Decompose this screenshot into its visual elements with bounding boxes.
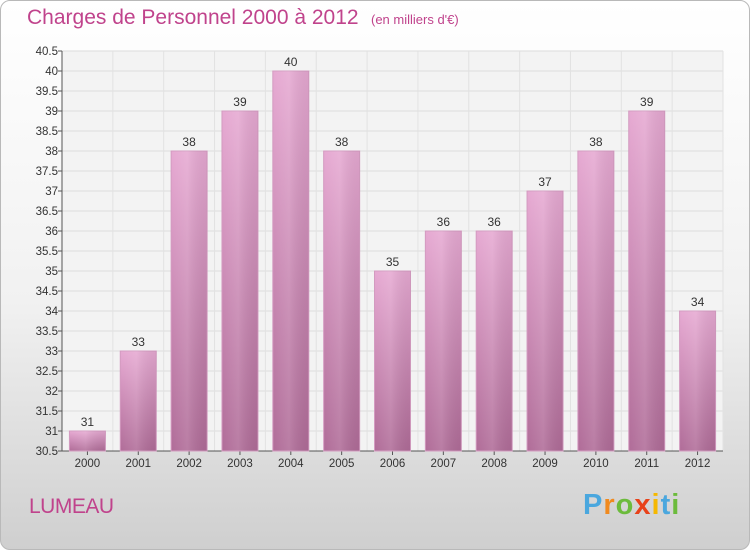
value-label: 34: [691, 295, 705, 309]
proxiti-logo: Proxiti: [583, 489, 680, 522]
value-label: 31: [81, 415, 95, 429]
y-tick-label: 36.5: [36, 206, 58, 218]
value-label: 37: [538, 175, 552, 189]
value-label: 36: [488, 215, 502, 229]
bar-shine: [120, 351, 157, 451]
y-tick-label: 30.5: [36, 446, 58, 458]
logo-letter: P: [583, 489, 604, 521]
logo-letter: t: [660, 489, 672, 521]
x-tick-label: 2008: [481, 458, 507, 470]
y-tick-label: 33: [45, 346, 58, 358]
chart-subtitle: (en milliers d'€): [371, 12, 459, 27]
bar-shine: [272, 71, 309, 451]
value-label: 35: [386, 255, 400, 269]
x-tick-label: 2009: [532, 458, 558, 470]
y-tick-label: 39: [45, 106, 58, 118]
bar-shine: [323, 151, 360, 451]
x-tick-label: 2012: [685, 458, 711, 470]
x-tick-label: 2002: [176, 458, 202, 470]
x-tick-label: 2004: [278, 458, 304, 470]
bar-shine: [171, 151, 208, 451]
y-tick-label: 39.5: [36, 86, 58, 98]
y-tick-label: 40: [45, 66, 58, 78]
value-label: 39: [640, 95, 654, 109]
commune-name: LUMEAU: [29, 495, 114, 518]
bar-shine: [425, 231, 462, 451]
bar-shine: [69, 431, 106, 451]
y-tick-label: 40.5: [36, 46, 58, 58]
logo-letter: i: [651, 489, 661, 521]
value-label: 36: [437, 215, 451, 229]
logo-letter: i: [671, 489, 681, 521]
bar-shine: [374, 271, 411, 451]
bar-shine: [679, 311, 716, 451]
y-tick-label: 37: [45, 186, 58, 198]
y-tick-label: 32: [45, 386, 58, 398]
value-label: 40: [284, 55, 298, 69]
x-tick-label: 2003: [227, 458, 253, 470]
value-label: 38: [182, 135, 196, 149]
bar-shine: [476, 231, 513, 451]
y-tick-label: 34.5: [36, 286, 58, 298]
y-tick-label: 35: [45, 266, 58, 278]
x-tick-label: 2006: [380, 458, 406, 470]
logo-letter: o: [615, 489, 635, 521]
y-tick-label: 33.5: [36, 326, 58, 338]
y-tick-label: 37.5: [36, 166, 58, 178]
x-tick-label: 2005: [329, 458, 355, 470]
bars: [68, 70, 717, 452]
value-label: 33: [132, 335, 146, 349]
value-label: 38: [335, 135, 349, 149]
logo-letter: x: [634, 489, 652, 521]
chart-title: Charges de Personnel 2000 à 2012: [27, 6, 359, 29]
x-tick-label: 2001: [125, 458, 151, 470]
bar-shine: [628, 111, 665, 451]
x-tick-label: 2000: [75, 458, 101, 470]
y-tick-label: 35.5: [36, 246, 58, 258]
x-tick-label: 2007: [431, 458, 457, 470]
labels: 30.5 31 31.5 32 32.5 33 33.5 34 34.5 35 35.5 36 36.5…: [36, 46, 711, 470]
y-tick-label: 36: [45, 226, 58, 238]
y-tick-label: 38.5: [36, 126, 58, 138]
y-tick-label: 31.5: [36, 406, 58, 418]
x-tick-label: 2010: [583, 458, 609, 470]
bar-shine: [527, 191, 564, 451]
x-tick-label: 2011: [634, 458, 659, 470]
bar-shine: [221, 111, 258, 451]
y-tick-label: 31: [45, 426, 58, 438]
y-tick-label: 34: [45, 306, 58, 318]
value-label: 39: [233, 95, 247, 109]
bar-shine: [577, 151, 614, 451]
logo-letter: r: [603, 489, 616, 521]
y-tick-label: 38: [45, 146, 58, 158]
value-label: 38: [589, 135, 603, 149]
y-tick-label: 32.5: [36, 366, 58, 378]
